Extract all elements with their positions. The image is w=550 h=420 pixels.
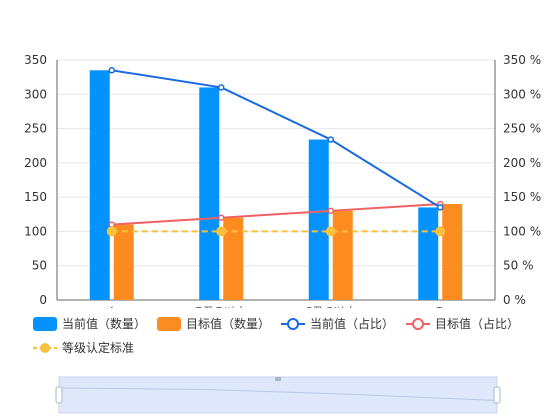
y-right-tick-label: 0 % bbox=[503, 293, 526, 307]
y-left-tick-label: 50 bbox=[32, 259, 47, 273]
y-left-tick-label: 100 bbox=[24, 224, 47, 238]
y-left-tick-label: 300 bbox=[24, 87, 47, 101]
legend-target-ratio-label: 目标值（占比） bbox=[435, 316, 519, 331]
level-standard-point[interactable] bbox=[435, 226, 446, 237]
data-zoom-drag-grip[interactable] bbox=[275, 377, 281, 381]
y-right-tick-label: 100 % bbox=[503, 224, 541, 238]
y-right-tick-label: 250 % bbox=[503, 122, 541, 136]
legend-target-count-label: 目标值（数量） bbox=[186, 316, 270, 331]
bar-current-count[interactable] bbox=[418, 207, 439, 300]
legend-background bbox=[0, 308, 550, 368]
bar-current-count[interactable] bbox=[199, 87, 220, 300]
y-left-tick-label: 0 bbox=[39, 293, 47, 307]
y-left-tick-label: 200 bbox=[24, 156, 47, 170]
target-ratio-point[interactable] bbox=[327, 207, 334, 215]
y-right-tick-label: 150 % bbox=[503, 190, 541, 204]
y-right-tick-label: 50 % bbox=[503, 259, 534, 273]
y-right-tick-label: 200 % bbox=[503, 156, 541, 170]
legend-target-ratio-swatch-dot[interactable] bbox=[412, 318, 424, 330]
current-ratio-point[interactable] bbox=[218, 84, 225, 91]
y-right-tick-label: 300 % bbox=[503, 87, 541, 101]
bar-target-count[interactable] bbox=[223, 217, 244, 300]
target-ratio-point[interactable] bbox=[218, 214, 225, 221]
y-left-tick-label: 350 bbox=[24, 53, 47, 67]
target-ratio-line bbox=[111, 203, 441, 226]
current-ratio-point[interactable] bbox=[108, 67, 115, 74]
bar-target-count[interactable] bbox=[442, 204, 463, 300]
bar-target-count[interactable] bbox=[332, 210, 353, 300]
y-left-tick-label: 250 bbox=[24, 122, 47, 136]
legend-current-count-label: 当前值（数量） bbox=[62, 316, 146, 331]
current-ratio-line bbox=[111, 69, 441, 209]
legend-target-count-swatch[interactable] bbox=[157, 317, 181, 331]
bar-target-count[interactable] bbox=[113, 224, 134, 300]
current-ratio-point[interactable] bbox=[327, 136, 334, 143]
level-standard-point[interactable] bbox=[106, 226, 117, 237]
data-zoom-right-handle[interactable] bbox=[493, 386, 501, 404]
level-standard-point[interactable] bbox=[216, 226, 227, 237]
y-left-tick-label: 150 bbox=[24, 190, 47, 204]
current-ratio-point[interactable] bbox=[437, 204, 444, 211]
legend-current-ratio-label: 当前值（占比） bbox=[310, 316, 394, 331]
level-standard-point[interactable] bbox=[325, 226, 336, 237]
bar-current-count[interactable] bbox=[308, 139, 329, 300]
legend-level-standard-label: 等级认定标准 bbox=[62, 340, 134, 355]
legend-level-standard-swatch-dot[interactable] bbox=[40, 343, 50, 353]
data-zoom-preview bbox=[58, 387, 498, 402]
data-zoom-slider[interactable] bbox=[58, 376, 498, 414]
legend-current-ratio-swatch-dot[interactable] bbox=[287, 318, 299, 330]
data-zoom-left-handle[interactable] bbox=[55, 386, 63, 404]
legend-current-count-swatch[interactable] bbox=[33, 317, 57, 331]
y-right-tick-label: 350 % bbox=[503, 53, 541, 67]
bar-current-count[interactable] bbox=[89, 70, 110, 301]
target-ratio-point[interactable] bbox=[108, 221, 115, 228]
